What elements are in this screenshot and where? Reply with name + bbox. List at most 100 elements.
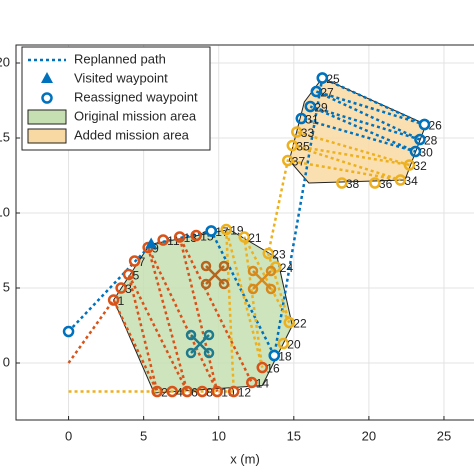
x-tick-label: 20	[362, 428, 376, 443]
reassigned-waypoint	[62, 325, 75, 338]
waypoint-label: 33	[301, 126, 315, 140]
drone-icon	[200, 260, 230, 290]
waypoint	[262, 247, 275, 260]
waypoint-label: 7	[139, 255, 146, 269]
reassigned-waypoint	[205, 225, 217, 237]
waypoint	[277, 337, 290, 350]
drone-icon	[247, 265, 277, 295]
y-tick-label: 10	[0, 204, 10, 219]
y-tick-label: 15	[0, 129, 10, 144]
waypoint-label: 2	[161, 386, 168, 400]
waypoint	[220, 223, 232, 236]
legend-label: Added mission area	[74, 127, 190, 142]
waypoint-label: 18	[278, 350, 292, 364]
waypoint-label: 37	[292, 155, 306, 169]
legend-label: Replanned path	[74, 51, 166, 66]
x-axis-label: x (m)	[230, 451, 260, 466]
waypoint	[304, 100, 317, 113]
waypoint-label: 29	[314, 101, 328, 115]
waypoint	[286, 139, 299, 152]
waypoint-label: 23	[272, 248, 286, 262]
waypoint-label: 24	[280, 261, 294, 275]
waypoint	[196, 385, 208, 398]
waypoint-label: 11	[167, 234, 180, 248]
waypoint	[173, 231, 186, 243]
drone-icon	[185, 329, 215, 359]
legend-label: Reassigned waypoint	[74, 89, 198, 104]
waypoint-label: 12	[238, 386, 252, 400]
waypoint	[157, 234, 169, 246]
legend: Replanned path Visited waypoint Reassigned…	[21, 46, 211, 151]
waypoint-label: 25	[326, 72, 340, 86]
waypoint-label: 38	[346, 177, 360, 191]
waypoint-label: 31	[305, 113, 319, 127]
waypoint-label: 16	[266, 362, 280, 376]
reassigned-waypoint	[268, 349, 281, 362]
waypoint-label: 13	[184, 231, 198, 245]
waypoint	[282, 154, 294, 167]
waypoint	[227, 385, 240, 398]
y-tick-label: 0	[3, 354, 10, 369]
waypoint	[256, 361, 269, 374]
waypoint-label: 4	[176, 386, 183, 400]
waypoint	[151, 385, 163, 398]
waypoint	[181, 385, 193, 398]
waypoint-label: 28	[424, 134, 438, 148]
waypoint-label: 32	[413, 159, 427, 173]
waypoint-label: 36	[379, 177, 393, 191]
waypoint-label: 19	[230, 224, 244, 238]
waypoint	[409, 145, 422, 158]
waypoint-label: 6	[191, 386, 198, 400]
waypoint	[211, 385, 223, 398]
waypoint-label: 30	[419, 146, 433, 160]
waypoint	[246, 376, 258, 389]
waypoint-label: 22	[293, 317, 307, 331]
reassigned-waypoint	[316, 72, 329, 84]
waypoint	[369, 177, 381, 189]
waypoint-label: 3	[125, 282, 132, 296]
waypoint	[107, 294, 120, 306]
drone-icons	[185, 260, 277, 359]
waypoint	[166, 385, 178, 398]
waypoint	[394, 174, 407, 186]
x-tick-label: 5	[140, 428, 147, 443]
legend-label: Original mission area	[74, 108, 197, 123]
waypoint	[403, 159, 416, 171]
x-tick-label: 0	[65, 428, 72, 443]
reassigned-waypoint	[418, 118, 431, 131]
waypoint	[414, 133, 426, 146]
waypoint-label: 35	[296, 140, 310, 154]
x-tick-label: 10	[211, 428, 225, 443]
y-tick-label: 20	[0, 54, 10, 69]
waypoint-label: 9	[152, 242, 159, 256]
waypoint-label: 8	[206, 386, 213, 400]
y-tick-label: 5	[3, 279, 10, 294]
waypoint-label: 1	[118, 294, 125, 308]
waypoint	[122, 268, 135, 281]
x-tick-label: 25	[437, 428, 451, 443]
waypoint-label: 34	[404, 174, 418, 188]
waypoint	[336, 177, 348, 189]
waypoint-label: 21	[248, 231, 262, 245]
plot-area: 0510152025051015201234567891011121314151…	[0, 44, 474, 443]
waypoint-label: 5	[133, 269, 140, 283]
waypoint	[128, 255, 141, 267]
waypoint	[190, 229, 202, 242]
waypoint	[283, 316, 296, 329]
waypoint-label: 26	[428, 119, 442, 133]
visited-waypoint	[145, 237, 158, 249]
waypoint	[310, 85, 323, 98]
legend-swatch	[27, 109, 67, 125]
legend-swatch	[27, 128, 67, 144]
legend-label: Visited waypoint	[74, 70, 168, 85]
path-line	[68, 130, 410, 393]
reassigned-waypoint	[41, 92, 53, 104]
x-tick-label: 15	[287, 428, 301, 443]
waypoint	[295, 112, 308, 125]
waypoint-label: 27	[320, 86, 334, 100]
waypoint	[238, 231, 250, 243]
waypoint	[115, 282, 127, 294]
waypoint	[291, 126, 303, 138]
axes-frame	[15, 44, 474, 421]
